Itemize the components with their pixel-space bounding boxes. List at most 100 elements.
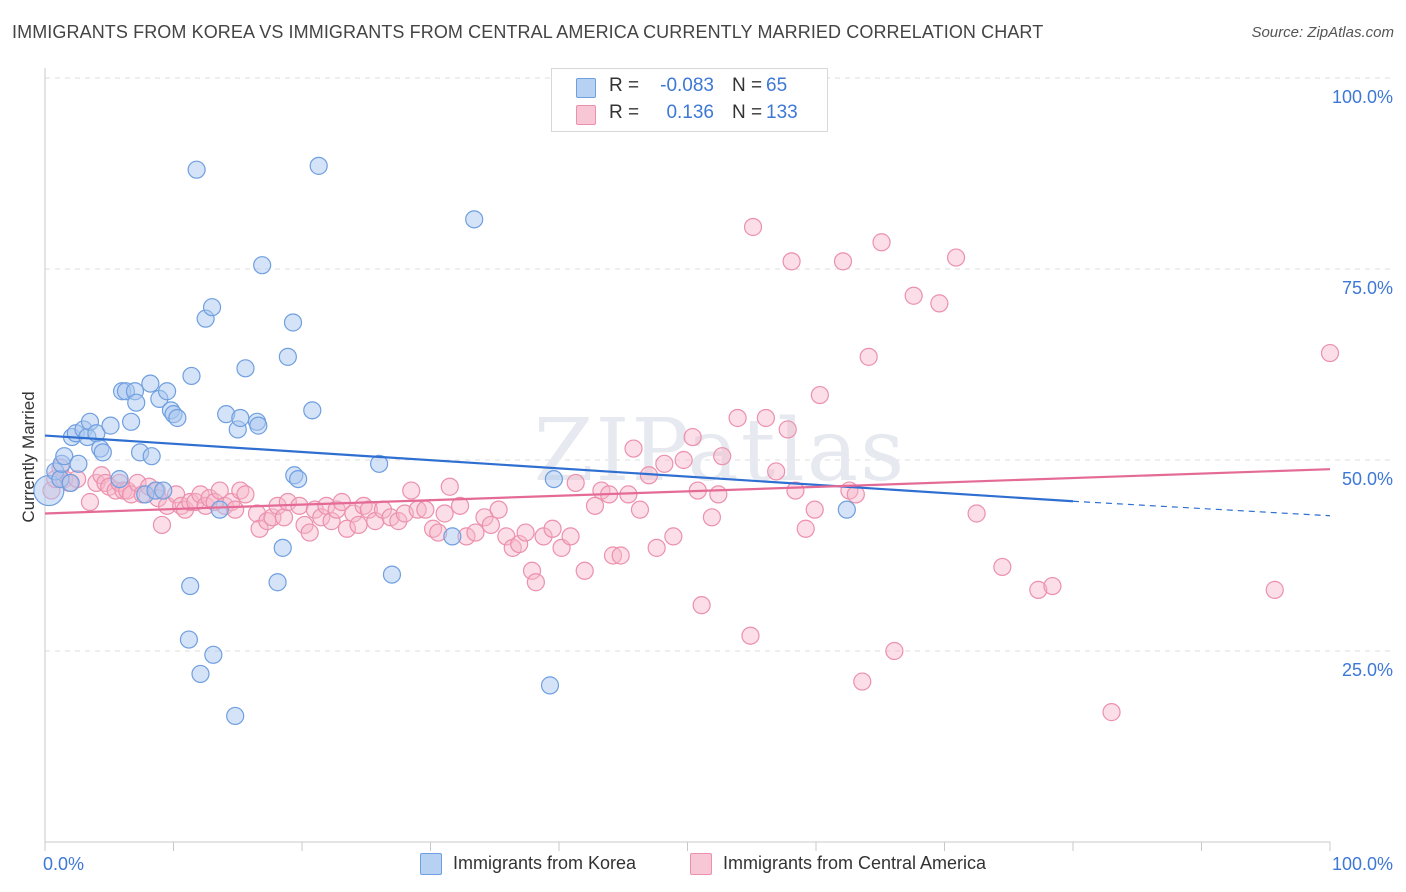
point-central-america [481,515,500,535]
series-central-america [42,217,1340,722]
point-central-america [152,515,172,535]
point-korea [370,454,389,473]
point-korea [382,565,402,584]
point-central-america [516,523,535,542]
point-korea [110,470,129,489]
point-korea [278,347,297,366]
point-korea [443,527,462,546]
point-central-america [728,408,747,428]
point-korea [187,160,206,179]
point-korea [154,481,173,500]
point-central-america [226,500,245,519]
trend-line-korea [44,434,1074,503]
point-central-america [743,217,763,237]
legend-row-korea: R = -0.083 N = 65 [552,75,827,99]
point-central-america [810,385,829,405]
point-central-america [713,447,732,466]
point-central-america [1320,343,1340,363]
point-central-america [510,534,529,554]
point-central-america [1043,576,1062,596]
point-central-america [767,462,786,481]
point-korea [837,500,856,519]
point-central-america [611,546,630,565]
point-central-america [624,439,643,458]
point-central-america [1265,580,1284,599]
point-central-america [250,519,269,538]
legend-r-value: -0.083 [660,75,714,96]
point-central-america [322,512,341,531]
point-korea [231,408,250,428]
point-korea [55,447,74,466]
y-tick-labels: 25.0% 50.0% 75.0% 100.0% [1332,87,1393,680]
point-korea [204,645,223,664]
trend-lines [44,434,1331,517]
point-korea [210,500,229,519]
point-central-america [630,500,650,519]
legend-swatch-central-america [690,853,712,875]
point-central-america [655,454,674,473]
y-tick-label: 100.0% [1332,87,1393,107]
point-korea [191,664,210,684]
point-central-america [1102,703,1121,722]
y-tick-label: 25.0% [1342,660,1393,680]
point-korea [127,393,146,412]
point-central-america [683,427,702,447]
point-central-america [796,519,815,538]
point-central-america [191,485,210,504]
point-central-america [543,519,562,538]
point-central-america [946,248,966,267]
point-central-america [561,527,580,546]
point-central-america [585,496,605,515]
point-central-america [782,252,801,271]
point-central-america [274,508,294,527]
point-central-america [450,496,470,515]
legend-n-label: N = [732,102,763,123]
point-central-america [1029,580,1048,599]
legend-swatch-korea [576,78,596,98]
point-central-america [349,515,368,535]
point-korea [179,630,199,649]
legend-n-label: N = [732,75,763,96]
point-korea [226,706,245,726]
x-tick-label: 100.0% [1332,854,1393,874]
point-korea [236,359,255,378]
point-central-america [575,561,594,580]
point-korea [268,573,287,592]
point-central-america [741,626,760,645]
point-central-america [80,492,100,512]
legend-r-label: R = [609,75,640,96]
point-central-america [416,500,435,519]
point-central-america [778,420,797,439]
point-korea [273,538,292,557]
point-korea [142,447,161,466]
stats-legend: R = -0.083 N = 65 R = 0.136 N = 133 [551,68,828,132]
point-central-america [833,252,853,271]
legend-r-value: 0.136 [666,102,714,123]
point-central-america [647,538,666,557]
legend-label-central-america: Immigrants from Central America [723,853,987,873]
point-central-america [756,408,775,428]
point-central-america [475,508,494,527]
point-central-america [885,641,904,661]
point-central-america [967,504,986,523]
point-central-america [489,500,508,519]
point-central-america [603,546,623,565]
series-legend: Immigrants from Korea Immigrants from Ce… [0,853,1406,877]
point-central-america [993,557,1012,577]
y-axis-label: Currently Married [19,391,38,522]
chart-title: IMMIGRANTS FROM KOREA VS IMMIGRANTS FROM… [12,22,1044,42]
source-label: Source: ZipAtlas.com [1251,24,1394,41]
legend-label-korea: Immigrants from Korea [453,853,637,873]
legend-n-value: 133 [766,102,798,123]
point-central-america [344,504,363,523]
point-korea [157,382,177,401]
point-korea [121,412,141,431]
point-central-america [300,523,319,542]
legend-swatch-central-america [576,105,596,125]
point-central-america [930,294,949,313]
point-central-america [435,504,454,523]
point-central-america [702,508,722,527]
y-tick-label: 75.0% [1342,278,1393,298]
point-korea [61,473,80,493]
point-central-america [402,481,421,500]
